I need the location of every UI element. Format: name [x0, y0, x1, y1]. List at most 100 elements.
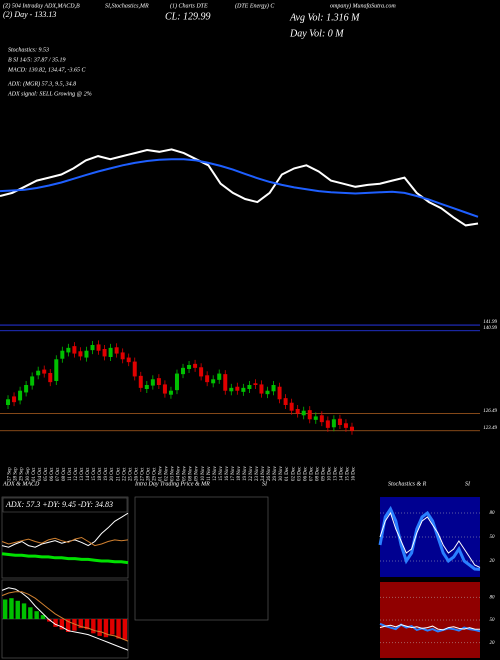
x-tick-label: 25 Oct: [128, 467, 133, 481]
candle-body: [313, 416, 318, 420]
histogram-bar: [97, 619, 102, 636]
stat-text: Stochastics: 9.53: [8, 47, 49, 53]
candle-body: [343, 423, 348, 428]
price-level-label: 123.49: [483, 426, 497, 431]
x-tick-label: 13 Oct: [80, 467, 85, 481]
histogram-bar: [103, 619, 109, 638]
price-level-label: 126.49: [483, 409, 497, 414]
x-tick-label: 04 Oct: [38, 467, 43, 481]
candle-body: [223, 374, 228, 391]
panel-title: SI: [262, 481, 268, 487]
x-tick-label: 03 Dec: [297, 466, 302, 481]
candle-body: [325, 420, 330, 428]
x-tick-label: 01 Oct: [32, 467, 37, 481]
candle-body: [120, 352, 125, 360]
candle-body: [241, 387, 246, 392]
series-line: [379, 622, 481, 633]
candle-body: [66, 347, 71, 353]
candle-body: [60, 350, 65, 359]
x-tick-label: 14 Dec: [340, 466, 345, 481]
candle-body: [217, 373, 222, 380]
series-line: [379, 624, 481, 631]
x-tick-label: 10 Nov: [201, 466, 206, 481]
x-tick-label: 22 Oct: [122, 467, 127, 481]
candle-body: [301, 410, 306, 416]
x-tick-label: 11 Oct: [68, 467, 73, 481]
histogram-bar: [110, 619, 115, 635]
x-tick-label: 26 Nov: [267, 466, 272, 481]
candle-body: [265, 390, 270, 395]
x-tick-label: 01 Nov: [159, 466, 164, 481]
x-tick-label: 01 Dec: [285, 466, 290, 481]
y-tick-label: 50: [490, 535, 496, 540]
x-tick-label: 30 Nov: [279, 466, 284, 481]
candle-body: [199, 367, 204, 377]
histogram-bar: [122, 619, 128, 640]
panel-title: Stochastics & R: [388, 481, 427, 487]
stat-text: B SI 14/5: 37.87 / 35.19: [8, 56, 66, 63]
candle-body: [247, 385, 252, 389]
histogram-bar: [21, 603, 27, 619]
x-tick-label: 15 Dec: [346, 466, 351, 481]
x-tick-label: 24 Nov: [261, 466, 266, 481]
avg-vol: Avg Vol: 1.316 M: [289, 12, 360, 23]
candle-body: [181, 367, 186, 375]
candle-body: [156, 378, 161, 385]
panel-title: ADX & MACD: [2, 481, 40, 487]
panel-title: SI: [465, 481, 471, 487]
day-vol: Day Vol: 0 M: [289, 28, 344, 39]
panel-label: ADX: 57.3 +DY: 9.45 -DY: 34.83: [5, 500, 113, 509]
x-tick-label: 07 Oct: [56, 467, 61, 481]
candle-body: [36, 370, 41, 376]
x-tick-label: 08 Oct: [62, 467, 67, 481]
candle-body: [174, 373, 179, 391]
x-tick-label: 29 Nov: [273, 466, 278, 481]
histogram-bar: [2, 599, 8, 619]
candle-body: [102, 349, 107, 357]
x-tick-label: 16 Nov: [225, 466, 230, 481]
header-text: SI,Stochastics,MR: [105, 3, 149, 9]
candle-body: [205, 375, 210, 383]
close-text: CL: 129.99: [165, 11, 211, 22]
x-tick-label: 05 Oct: [44, 467, 49, 481]
candle-body: [126, 357, 131, 363]
x-tick-label: 09 Nov: [195, 466, 200, 481]
x-tick-label: 19 Oct: [104, 467, 109, 481]
x-tick-label: 18 Nov: [237, 466, 242, 481]
price-level-label: 140.99: [483, 326, 497, 331]
x-tick-label: 14 Oct: [86, 467, 91, 481]
histogram-bar: [65, 619, 71, 632]
candle-body: [193, 363, 198, 368]
y-tick-label: 20: [490, 641, 496, 646]
x-tick-label: 15 Oct: [92, 467, 97, 481]
label-bg: [2, 497, 128, 513]
header-text: (DTE Energy) C: [235, 2, 275, 9]
header-text: (Z) 504 Intraday ADX,MACD,B: [3, 2, 80, 9]
candle-body: [150, 379, 155, 386]
histogram-bar: [40, 615, 46, 619]
candle-body: [211, 379, 216, 384]
x-tick-label: 06 Dec: [303, 466, 308, 481]
histogram-bar: [116, 619, 121, 639]
candle-body: [42, 369, 47, 374]
x-tick-label: 12 Oct: [74, 467, 79, 481]
histogram-bar: [59, 619, 65, 630]
candle-body: [235, 386, 240, 391]
candle-body: [78, 351, 83, 357]
histogram-bar: [47, 619, 52, 622]
candle-body: [277, 386, 282, 400]
stat-text: ADX signal: SELL Growing @ 2%: [7, 91, 92, 97]
x-tick-label: 02 Dec: [291, 466, 296, 481]
candle-body: [162, 384, 167, 394]
y-tick-label: 80: [490, 595, 496, 600]
candle-body: [96, 344, 101, 351]
x-tick-label: 19 Nov: [243, 466, 248, 481]
histogram-bar: [72, 619, 77, 631]
x-tick-label: 27 Oct: [140, 467, 145, 481]
candle-body: [295, 409, 300, 414]
series-line: [1, 512, 129, 548]
y-tick-label: 20: [490, 559, 496, 564]
x-tick-label: 03 Nov: [171, 466, 176, 481]
